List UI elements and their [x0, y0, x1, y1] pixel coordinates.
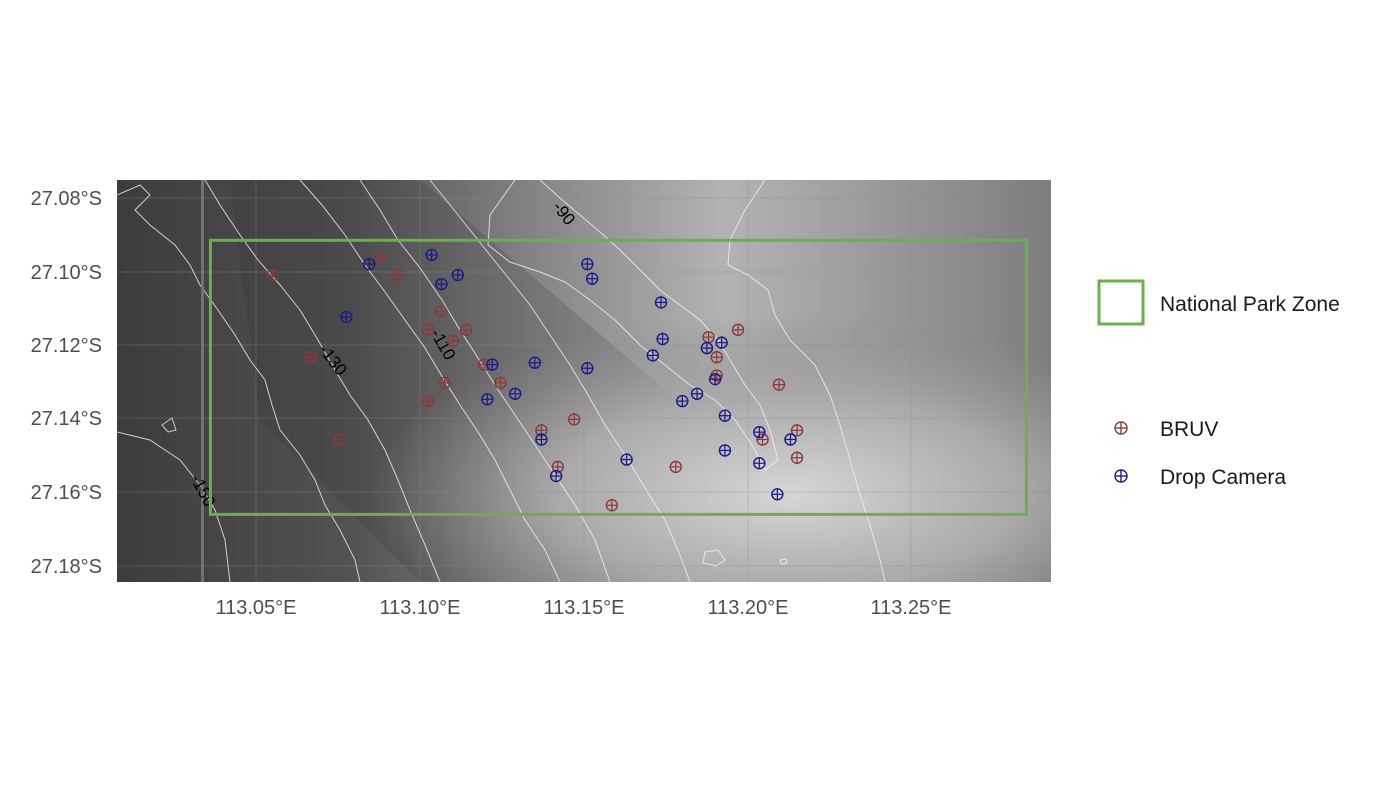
legend-drop-camera-label: Drop Camera	[1160, 466, 1286, 489]
bruv-point	[605, 499, 619, 512]
drop-camera-point	[718, 444, 732, 457]
lon-tick-label: 113.05°E	[215, 597, 296, 619]
bruv-point	[446, 334, 460, 347]
drop-camera-point	[581, 362, 594, 375]
bruv-point	[333, 433, 347, 446]
drop-camera-point	[654, 296, 668, 309]
bruv-point	[391, 268, 404, 282]
legend-drop-camera-key	[1114, 469, 1128, 483]
drop-camera-point	[715, 336, 728, 349]
drop-camera-point	[784, 433, 797, 446]
lat-tick-label: 27.10°S	[31, 262, 102, 284]
bruv-point	[459, 323, 473, 337]
bruv-point	[702, 330, 715, 344]
lat-tick-label: 27.16°S	[31, 482, 102, 504]
drop-camera-point	[481, 393, 494, 406]
drop-camera-point	[718, 409, 732, 422]
drop-camera-point	[363, 257, 376, 271]
drop-camera-point	[700, 341, 714, 355]
bruv-point	[710, 351, 723, 364]
lon-tick-label: 113.25°E	[870, 597, 951, 619]
legend: National Park Zone BRUV Drop Camera	[1097, 279, 1340, 489]
drop-camera-point	[549, 469, 563, 483]
bruv-point	[567, 413, 581, 426]
drop-camera-point	[708, 372, 722, 386]
drop-camera-point	[620, 453, 633, 466]
bathymetry-panel: -90 -110 -130 -150	[117, 180, 1051, 582]
lat-tick-label: 27.14°S	[31, 408, 102, 430]
bruv-point	[790, 451, 804, 464]
drop-camera-point	[656, 332, 669, 346]
legend-bruv-key	[1114, 421, 1128, 435]
bruv-point	[790, 424, 804, 437]
drop-camera-point	[535, 433, 548, 446]
lat-tick-label: 27.18°S	[31, 556, 102, 578]
lon-tick-label: 113.15°E	[543, 597, 624, 619]
drop-camera-point	[690, 387, 704, 400]
legend-zone-key	[1097, 279, 1145, 326]
lon-tick-label: 113.20°E	[707, 597, 788, 619]
bruv-point	[494, 376, 507, 390]
drop-camera-point	[585, 272, 599, 285]
lat-tick-label: 27.08°S	[31, 188, 102, 210]
drop-camera-point	[486, 358, 499, 371]
latitude-axis: 27.08°S 27.10°S 27.12°S 27.14°S 27.16°S …	[31, 188, 102, 578]
drop-camera-point	[771, 488, 784, 501]
drop-camera-point	[676, 394, 689, 408]
survey-boundary-line	[201, 180, 204, 582]
legend-bruv-label: BRUV	[1160, 418, 1218, 441]
sampling-points	[266, 248, 804, 512]
longitude-axis: 113.05°E 113.10°E 113.15°E 113.20°E 113.…	[215, 597, 951, 619]
drop-camera-point	[753, 457, 766, 470]
bruv-point	[374, 250, 388, 263]
drop-camera-point	[581, 257, 594, 271]
legend-zone-label: National Park Zone	[1160, 293, 1340, 316]
bruv-point	[438, 376, 451, 390]
bruv-point	[669, 460, 682, 474]
drop-camera-point	[646, 349, 660, 362]
bruv-point	[731, 323, 745, 337]
drop-camera-point	[451, 268, 465, 282]
bruv-point	[422, 394, 435, 408]
lon-tick-label: 113.10°E	[379, 597, 460, 619]
drop-camera-point	[528, 356, 542, 369]
national-park-zone	[208, 238, 1028, 516]
bruv-point	[266, 268, 279, 282]
drop-camera-point	[435, 277, 448, 291]
drop-camera-point	[753, 425, 766, 439]
bruv-point	[304, 351, 317, 364]
lat-tick-label: 27.12°S	[31, 335, 102, 357]
drop-camera-point	[425, 248, 438, 262]
bruv-point	[772, 378, 786, 391]
drop-camera-point	[508, 387, 522, 400]
bruv-point	[435, 305, 448, 318]
graticule	[117, 180, 1051, 582]
bruv-point	[422, 323, 435, 337]
drop-camera-point	[340, 310, 353, 324]
